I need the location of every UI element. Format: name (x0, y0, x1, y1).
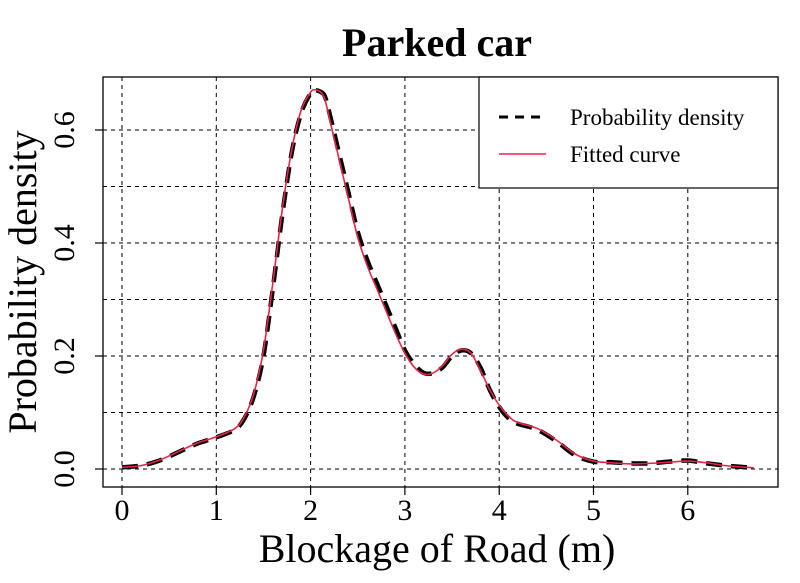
y-axis-label: Probability density (0, 130, 45, 433)
series-line-fitted-curve (121, 88, 754, 469)
series-layer (121, 88, 754, 471)
x-tick-label: 2 (303, 494, 318, 527)
x-tick-label: 3 (397, 494, 412, 527)
legend: Probability density Fitted curve (478, 76, 779, 189)
gridlines (103, 77, 778, 487)
y-tick-label: 0.2 (48, 337, 81, 375)
x-tick-label: 6 (680, 494, 695, 527)
x-tick-label: 4 (492, 494, 507, 527)
legend-box (478, 76, 779, 189)
chart-title: Parked car (342, 20, 532, 65)
x-tick-label: 1 (209, 494, 224, 527)
y-tick-label: 0.4 (48, 224, 81, 262)
y-tick-label: 0.0 (48, 450, 81, 488)
x-tick-label: 0 (115, 494, 130, 527)
x-axis-label: Blockage of Road (m) (259, 526, 616, 571)
y-tick-label: 0.6 (48, 111, 81, 149)
legend-label-fitted-curve: Fitted curve (570, 142, 681, 167)
legend-label-probability-density: Probability density (570, 105, 745, 130)
axis-ticks: 0 1 2 3 4 5 6 0.0 0.2 0.4 0.6 (48, 111, 695, 527)
plot-area-border (102, 76, 779, 488)
x-tick-label: 5 (586, 494, 601, 527)
